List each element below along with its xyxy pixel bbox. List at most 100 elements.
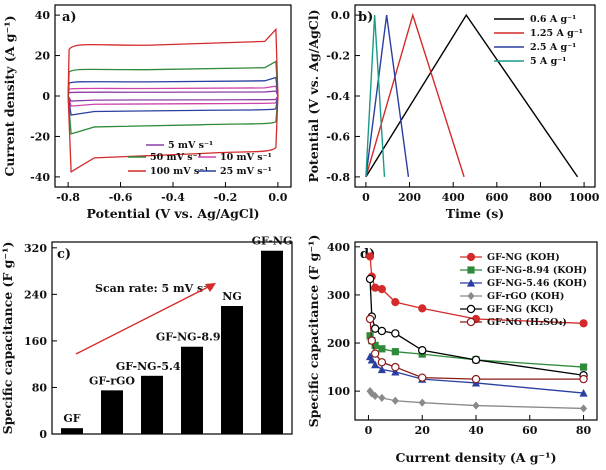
panel-d-point [391, 348, 399, 356]
panel-d-legend-marker [466, 317, 476, 327]
panel-d-point [391, 367, 400, 376]
panel-d-point [418, 398, 426, 407]
bar-label: NG [222, 290, 241, 303]
panel-d-point [471, 355, 481, 365]
panel-b-label: b) [358, 10, 373, 25]
panel-d-legend-label: GF-NG-8.94 (KOH) [487, 265, 587, 276]
panel-d-point [418, 304, 427, 313]
panel-b-ytick-label: -0.6 [326, 130, 350, 143]
panel-d-ytick-label: 200 [327, 337, 350, 350]
panel-a-xtick-label: -0.4 [161, 191, 185, 204]
panel-a-xtick-label: 0.0 [268, 191, 287, 204]
panel-d-ytick-label: 100 [327, 385, 350, 398]
panel-b-legend-label: 5 A g⁻¹ [530, 56, 566, 67]
panel-c-label: c) [57, 247, 71, 262]
panel-b-xtick-label: 200 [398, 191, 421, 204]
panel-d-xtick-label: 20 [415, 424, 431, 437]
bar-label: GF-rGO [89, 374, 135, 387]
panel-b-ylabel: Potential (V vs. Ag/AgCl) [306, 10, 321, 183]
panel-d-point [377, 365, 386, 374]
panel-c-ylabel: Specific capacitance (F g⁻¹) [0, 242, 15, 435]
panel-a-xlabel: Potential (V vs. Ag/AgCl) [87, 206, 260, 221]
panel-a-series-0 [67, 90, 279, 102]
trend-arrow-head [205, 283, 216, 292]
bar-gf-ng [261, 250, 283, 434]
panel-c-ytick-label: 320 [24, 242, 47, 255]
panel-d-point [418, 346, 427, 355]
panel-d-point [371, 341, 379, 350]
panel-b-xtick-label: 0 [362, 191, 370, 204]
bar-gf [61, 428, 83, 434]
panel-d-ylabel: Specific capacitance (F g⁻¹) [306, 235, 321, 428]
bar-ng [221, 306, 243, 434]
panel-d-legend-marker [466, 304, 476, 314]
panel-b-ytick-label: 0.0 [331, 9, 350, 22]
panel-d-legend-marker [467, 266, 475, 274]
panel-a-ytick-label: -20 [30, 130, 50, 143]
panel-d-point [377, 326, 387, 336]
panel-c-ytick-label: 240 [24, 288, 47, 301]
panel-d-point [472, 401, 480, 410]
panel-a-legend-label: 10 mV s⁻¹ [220, 152, 272, 163]
panel-c-ytick-label: 80 [32, 381, 48, 394]
panel-d-legend-label: GF-NG (KCl) [487, 304, 554, 315]
bar-label: GF-NG [252, 235, 293, 248]
panel-d-point [418, 373, 427, 382]
panel-d-ytick-label: 400 [327, 241, 350, 254]
panel-d-point [366, 332, 374, 340]
panel-d-point [579, 319, 588, 328]
panel-a-series-2 [67, 76, 279, 116]
panel-d-legend-marker [467, 291, 475, 301]
panel-d-point [391, 362, 400, 372]
panel-b-ytick-label: -0.2 [326, 50, 350, 63]
panel-d-point [579, 404, 588, 413]
panel-b-xtick-label: 800 [529, 191, 552, 204]
panel-b-series-0 [365, 13, 579, 178]
panel-a-legend-label: 50 mV s⁻¹ [150, 152, 202, 163]
panel-a-series-4 [67, 27, 279, 173]
panel-a-legend-label: 25 mV s⁻¹ [220, 166, 272, 177]
scan-rate-annotation: Scan rate: 5 mV s⁻¹ [95, 282, 214, 295]
panel-b-series-3 [365, 15, 386, 177]
panel-c-ytick-label: 160 [24, 335, 47, 348]
bar-label: GF-NG-8.94 [156, 331, 229, 344]
panel-b-ytick-label: -0.4 [326, 90, 350, 103]
panel-d-point [371, 391, 379, 401]
panel-d-xtick-label: 0 [365, 424, 373, 437]
panel-d-point [579, 363, 588, 371]
panel-d-xlabel: Current density (A g⁻¹) [395, 450, 556, 465]
panel-a-xtick-label: -0.2 [214, 191, 238, 204]
trend-arrow-line [75, 284, 213, 355]
panel-b-xtick-label: 600 [485, 191, 508, 204]
panel-d-point [579, 374, 588, 384]
panel-b-legend-label: 1.25 A g⁻¹ [530, 28, 583, 39]
panel-d-legend-marker [466, 252, 476, 262]
panel-d-point [371, 360, 380, 369]
panel-a-ylabel: Current density (A g⁻¹) [2, 15, 17, 176]
panel-d-point [367, 355, 376, 364]
panel-d-point [367, 336, 377, 345]
panel-d-point [370, 349, 380, 358]
panel-a-label: a) [62, 10, 77, 25]
panel-d-legend-label: GF-NG (H₂SO₄) [487, 317, 567, 328]
panel-d-xtick-label: 80 [576, 424, 592, 437]
panel-d-point [377, 285, 386, 294]
panel-a-ytick-label: 40 [35, 9, 51, 22]
panel-a-legend-label: 5 mV s⁻¹ [168, 140, 213, 151]
bar-label: GF [63, 412, 80, 425]
panel-b-legend-label: 0.6 A g⁻¹ [530, 14, 576, 25]
bar-label: GF-NG-5.46 [116, 360, 189, 373]
panel-d-ytick-label: 300 [327, 289, 350, 302]
panel-a-ytick-label: -40 [30, 171, 50, 184]
panel-a-ytick-label: 20 [35, 50, 51, 63]
panel-d-xtick-label: 60 [522, 424, 538, 437]
panel-b-legend-label: 2.5 A g⁻¹ [530, 42, 576, 53]
panel-a-series-1 [67, 85, 279, 107]
panel-b-ytick-label: -0.8 [326, 171, 350, 184]
panel-a-ytick-label: 0 [42, 90, 50, 103]
panel-b-xtick-label: 400 [442, 191, 465, 204]
bar-gf-rgo [101, 390, 123, 434]
panel-a-xtick-label: -0.6 [109, 191, 133, 204]
panel-d-point [370, 324, 380, 333]
